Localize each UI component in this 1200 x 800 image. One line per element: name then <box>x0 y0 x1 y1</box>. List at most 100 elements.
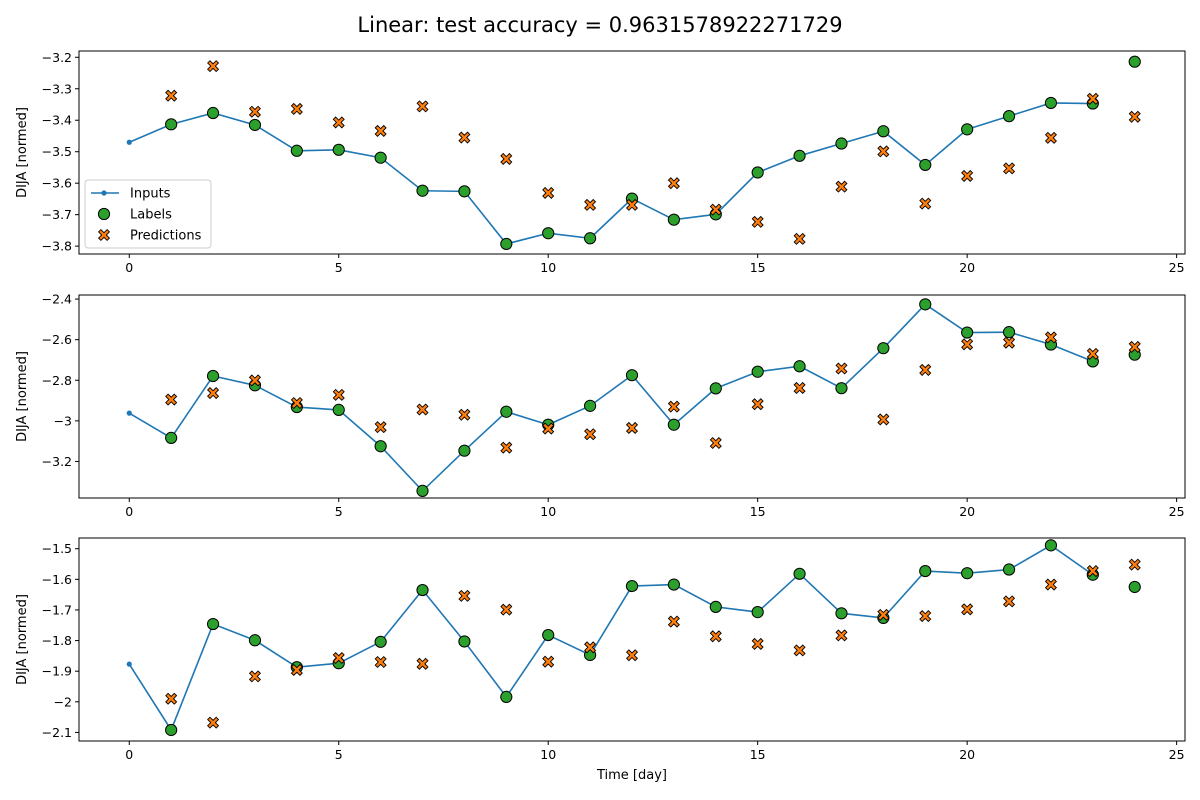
inputs-series-line <box>128 102 1093 245</box>
labels-point <box>332 403 345 416</box>
labels-point <box>709 382 722 395</box>
labels-point <box>919 298 932 311</box>
labels-point <box>751 605 764 619</box>
predictions-point <box>374 124 387 137</box>
labels-point <box>165 723 178 737</box>
labels-point <box>500 690 513 704</box>
legend: Inputs Labels Predictions <box>84 179 212 249</box>
predictions-point <box>1044 578 1057 591</box>
predictions-point <box>1128 340 1141 354</box>
predictions-point <box>877 145 890 158</box>
labels-point <box>1128 580 1141 594</box>
y-tick-label: −3.7 <box>42 207 72 222</box>
y-tick-label: −3 <box>54 413 72 428</box>
predictions-point <box>1086 565 1099 578</box>
predictions-point <box>1003 595 1016 608</box>
labels-point <box>248 634 262 647</box>
labels-point <box>584 232 597 245</box>
predictions-point <box>961 338 974 351</box>
axes-frame <box>78 50 1186 255</box>
labels-point <box>206 617 220 631</box>
y-tick-label: −3.6 <box>42 176 72 191</box>
predictions-point <box>919 197 932 210</box>
predictions-point <box>332 116 345 129</box>
predictions-point <box>835 629 848 642</box>
legend-label-inputs: Inputs <box>130 187 171 202</box>
predictions-point <box>667 400 680 413</box>
labels-point <box>751 166 764 179</box>
predictions-point <box>1044 331 1057 344</box>
predictions-point <box>709 436 722 450</box>
predictions-point <box>207 60 220 73</box>
labels-point <box>542 628 555 642</box>
predictions-point <box>165 692 178 705</box>
predictions-point <box>290 396 303 410</box>
predictions-point <box>667 615 680 628</box>
labels-point <box>667 418 680 431</box>
predictions-point <box>207 716 220 729</box>
labels-point <box>793 567 806 580</box>
y-tick-label: −3.4 <box>42 113 72 128</box>
predictions-point <box>961 169 974 182</box>
x-tick-label: 0 <box>125 260 133 275</box>
labels-point <box>248 118 262 132</box>
legend-label-labels: Labels <box>130 208 172 223</box>
labels-point <box>751 365 764 378</box>
predictions-point <box>290 663 303 677</box>
x-tick-label: 10 <box>540 260 556 275</box>
legend-inputs-marker <box>101 190 107 196</box>
subplot-2: −3.2 −3 −2.8 −2.6 −2.4 0 5 10 15 20 25 DIJA [normed… <box>15 292 1186 519</box>
inputs-series-line <box>128 544 1094 732</box>
predictions-point <box>709 203 722 216</box>
y-tick-label: −1.7 <box>42 602 72 617</box>
legend-predictions-marker <box>97 228 111 242</box>
labels-point <box>458 444 471 457</box>
predictions-point <box>248 105 261 118</box>
predictions-point <box>416 100 429 113</box>
labels-point <box>1002 326 1016 339</box>
predictions-point <box>207 387 220 400</box>
predictions-point <box>625 198 639 211</box>
x-tick-label: 0 <box>125 747 133 762</box>
predictions-point <box>248 374 261 387</box>
labels-point <box>835 607 848 620</box>
x-tick-label: 25 <box>1169 504 1185 519</box>
y-tick-label: −2.1 <box>42 725 72 740</box>
inputs-point <box>126 139 132 145</box>
labels-point <box>667 578 680 591</box>
predictions-point <box>877 608 890 621</box>
y-tick-label: −3.2 <box>42 454 72 469</box>
subplots: −3.8 −3.7 −3.6 −3.5 −3.4 −3.3 −3.2 0 5 10 15 20 25 DI… <box>15 50 1186 783</box>
predictions-point <box>500 441 513 454</box>
labels-point <box>374 635 387 648</box>
x-tick-label: 5 <box>335 504 343 519</box>
labels-point <box>793 149 806 162</box>
predictions-point <box>416 403 429 416</box>
y-tick-label: −1.6 <box>42 572 72 587</box>
labels-point <box>919 158 932 172</box>
predictions-point <box>584 428 597 441</box>
predictions-point <box>458 131 471 144</box>
labels-point <box>416 583 429 597</box>
y-tick-label: −3.2 <box>42 50 72 65</box>
predictions-point <box>416 657 429 670</box>
y-tick-label: −2.4 <box>42 292 72 307</box>
predictions-point <box>584 198 597 211</box>
labels-point <box>961 326 974 339</box>
labels-point <box>835 137 848 150</box>
predictions-point <box>374 655 387 669</box>
predictions-point <box>919 363 932 376</box>
axes-frame <box>78 537 1186 742</box>
predictions-point <box>374 421 387 434</box>
labels-point <box>1002 563 1016 576</box>
x-tick-label: 5 <box>335 747 343 762</box>
predictions-point <box>751 215 764 228</box>
y-tick-label: −3.8 <box>42 239 72 254</box>
predictions-point <box>500 152 513 165</box>
predictions-point <box>793 232 806 245</box>
labels-point <box>374 440 387 453</box>
labels-point <box>458 635 471 648</box>
predictions-point <box>458 589 471 602</box>
